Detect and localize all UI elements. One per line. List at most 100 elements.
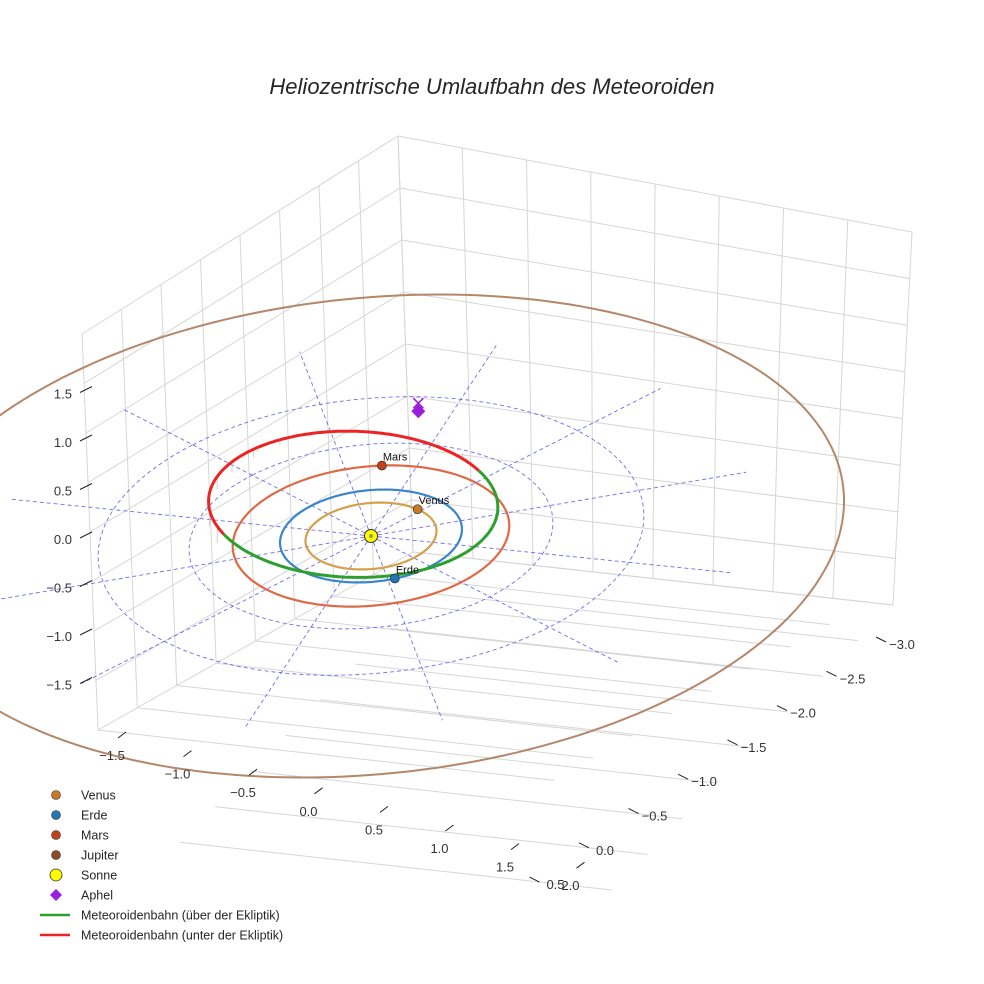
reference-radial-line [370, 344, 498, 537]
grid-line-floor [176, 685, 633, 737]
axis-ticks: −1.5 −1.0 −0.5 0.0 0.5 1.0 1.5 −1.5 −1.0 −0.5 0.0 0… [46, 386, 915, 893]
planet-mars-label: Mars [383, 452, 408, 464]
x-tick-mark [776, 705, 788, 712]
reference-radial-line [81, 535, 372, 684]
grid-line-floor [255, 640, 712, 692]
grid-line-floor [390, 628, 823, 677]
legend-label-meteoroidenbahn-ber-der-ekliptik: Meteoroidenbahn (über der Ekliptik) [81, 909, 280, 923]
planet-venus-marker [412, 504, 423, 515]
reference-radial-line [0, 535, 372, 600]
orbit-mars [231, 464, 511, 608]
grid-line-floor [373, 573, 830, 626]
z-tick-label: −0.5 [46, 581, 72, 596]
legend-marker-aphel [50, 889, 62, 901]
aphel-marker [411, 404, 426, 419]
x-tick-mark [578, 842, 590, 849]
x-tick-label: −2.0 [790, 706, 816, 721]
z-tick-label: 0.5 [54, 484, 72, 499]
legend-label-mars: Mars [81, 829, 109, 843]
x-tick-label: −0.5 [642, 809, 668, 824]
grid-line-horizontal [85, 239, 908, 434]
z-tick-mark [79, 434, 93, 442]
y-tick-label: −1.0 [165, 767, 191, 782]
x-tick-label: −3.0 [889, 637, 915, 652]
planet-erde-marker [390, 573, 400, 584]
reference-radial-line [244, 535, 372, 728]
grid-line-floor [334, 596, 791, 648]
chart-title: Heliozentrische Umlaufbahn des Meteoroid… [269, 74, 714, 99]
z-tick-mark [79, 386, 93, 393]
grid-line-floor [425, 592, 858, 642]
grid-line-floor [250, 770, 683, 820]
x-tick-mark [529, 876, 540, 883]
planet-orbits [0, 293, 846, 779]
x-tick-label: −1.5 [741, 740, 767, 755]
grid-line-floor [320, 699, 753, 748]
legend-label-jupiter: Jupiter [81, 849, 119, 863]
planet-mars-marker [377, 460, 387, 471]
aphel-cross-marker [412, 397, 424, 409]
reference-radial-line [370, 535, 621, 665]
axes-grid [81, 135, 913, 891]
reference-radial-line [299, 351, 372, 537]
legend-label-meteoroidenbahn-unter-der-ekliptik: Meteoroidenbahn (unter der Ekliptik) [81, 929, 283, 943]
x-tick-mark [677, 773, 689, 780]
reference-radial-line [370, 535, 443, 721]
legend-marker-sonne [49, 868, 63, 882]
grid-line-horizontal [87, 291, 905, 483]
y-tick-mark [510, 843, 520, 850]
z-tick-label: −1.5 [46, 678, 72, 693]
y-tick-label: 2.0 [561, 878, 579, 893]
x-tick-mark [628, 808, 639, 814]
meteoroid-orbit-above [222, 469, 500, 579]
grid-line-floor [294, 618, 751, 670]
z-tick-mark [79, 677, 93, 684]
grid-line-horizontal [95, 499, 896, 681]
legend-marker-mars [51, 830, 61, 840]
y-tick-label: 1.5 [496, 860, 514, 875]
grid-line-floor [285, 734, 718, 784]
y-tick-label: 0.5 [365, 822, 383, 837]
grid-line-floor [215, 806, 648, 855]
meteoroid-orbit-below [207, 429, 480, 536]
orbit-venus [304, 501, 438, 571]
legend-label-aphel: Aphel [81, 889, 113, 903]
legend-label-venus: Venus [81, 789, 116, 803]
z-tick-mark [79, 628, 93, 636]
y-tick-mark [248, 768, 258, 776]
grid-line-horizontal [91, 395, 901, 582]
y-tick-mark [379, 806, 389, 813]
y-tick-mark [183, 750, 192, 757]
z-tick-mark [79, 580, 93, 587]
x-tick-label: 0.0 [596, 843, 614, 858]
y-tick-label: 1.0 [430, 841, 448, 856]
z-tick-label: 1.0 [54, 435, 72, 450]
grid-line-floor [355, 663, 788, 713]
reference-radial-line [370, 535, 732, 574]
x-tick-mark [875, 636, 887, 643]
planet-erde-label: Erde [396, 564, 419, 576]
planet-markers: Venus Erde Mars [364, 397, 450, 584]
legend-marker-erde [51, 810, 61, 820]
legend-label-sonne: Sonne [81, 869, 117, 883]
grid-line-horizontal [93, 447, 898, 632]
z-tick-label: 1.5 [54, 387, 72, 402]
z-tick-label: −1.0 [46, 629, 72, 644]
grid-line-floor [137, 707, 594, 759]
legend: Venus Erde Mars Jupiter Sonne Aphel Meteoroide… [40, 789, 283, 943]
y-tick-mark [314, 787, 323, 795]
x-tick-label: −2.5 [840, 671, 866, 686]
reference-radial-line [370, 388, 661, 537]
y-tick-mark [576, 861, 585, 869]
legend-marker-jupiter [51, 850, 61, 860]
x-tick-mark [727, 739, 738, 746]
reference-radial-line [121, 407, 372, 537]
orbit-jupiter [0, 293, 846, 779]
y-tick-mark [445, 824, 454, 832]
reference-radial-line [10, 498, 372, 537]
y-tick-label: −0.5 [230, 785, 256, 800]
x-tick-mark [826, 670, 837, 677]
box-top-edge [81, 135, 913, 335]
z-tick-label: 0.0 [54, 532, 72, 547]
